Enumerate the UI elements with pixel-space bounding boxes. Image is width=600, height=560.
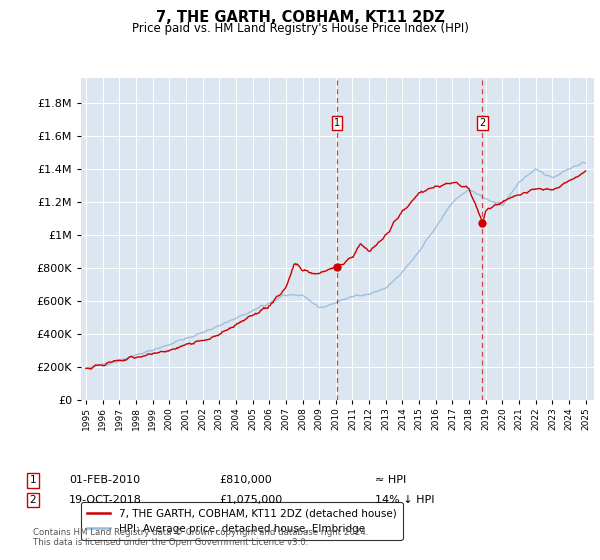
Legend: 7, THE GARTH, COBHAM, KT11 2DZ (detached house), HPI: Average price, detached ho: 7, THE GARTH, COBHAM, KT11 2DZ (detached… xyxy=(81,502,403,540)
Text: 1: 1 xyxy=(334,118,340,128)
Text: 2: 2 xyxy=(479,118,485,128)
Text: 7, THE GARTH, COBHAM, KT11 2DZ: 7, THE GARTH, COBHAM, KT11 2DZ xyxy=(155,10,445,25)
Text: 1: 1 xyxy=(29,475,37,486)
Text: £810,000: £810,000 xyxy=(219,475,272,486)
Text: Price paid vs. HM Land Registry's House Price Index (HPI): Price paid vs. HM Land Registry's House … xyxy=(131,22,469,35)
Text: 19-OCT-2018: 19-OCT-2018 xyxy=(69,495,142,505)
Text: 01-FEB-2010: 01-FEB-2010 xyxy=(69,475,140,486)
Text: 14% ↓ HPI: 14% ↓ HPI xyxy=(375,495,434,505)
Text: £1,075,000: £1,075,000 xyxy=(219,495,282,505)
Text: Contains HM Land Registry data © Crown copyright and database right 2024.
This d: Contains HM Land Registry data © Crown c… xyxy=(33,528,368,548)
Text: ≈ HPI: ≈ HPI xyxy=(375,475,406,486)
Text: 2: 2 xyxy=(29,495,37,505)
